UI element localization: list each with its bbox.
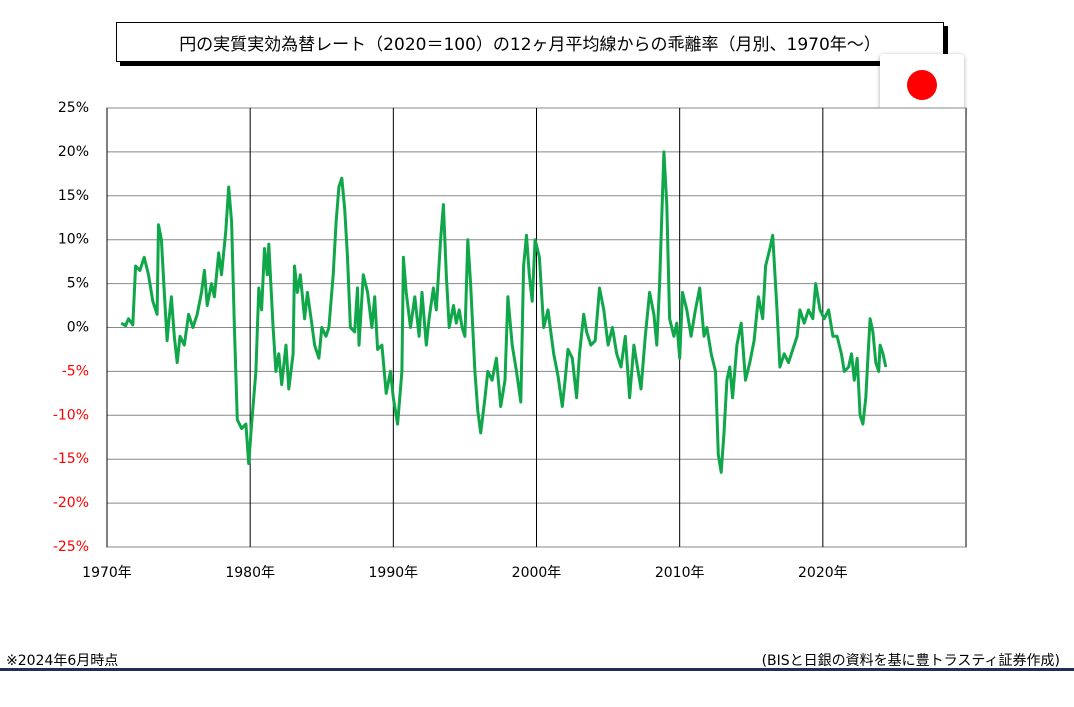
y-tick-label: -10% [53, 407, 89, 423]
chart-title: 円の実質実効為替レート（2020＝100）の12ヶ月平均線からの乖離率（月別、1… [116, 22, 944, 62]
y-tick-label: -5% [62, 363, 89, 379]
y-tick-label: 20% [58, 144, 89, 160]
y-tick-label: 5% [67, 276, 89, 292]
note: ※2024年6月時点 [6, 653, 119, 669]
y-tick-label: 25% [58, 100, 89, 116]
y-tick-label: 15% [58, 188, 89, 204]
y-tick-label: -15% [53, 451, 89, 467]
source: (BISと日銀の資料を基に豊トラスティ証券作成) [761, 653, 1060, 669]
x-tick-label: 2020年 [798, 565, 848, 581]
x-tick-label: 2010年 [655, 565, 705, 581]
y-tick-label: -20% [53, 495, 89, 511]
x-tick-label: 1970年 [82, 565, 132, 581]
y-tick-label: -25% [53, 539, 89, 555]
y-tick-label: 10% [58, 232, 89, 248]
y-tick-label: 0% [67, 320, 89, 336]
flag-icon [880, 54, 964, 116]
footer-rule [0, 668, 1074, 671]
x-tick-label: 1980年 [225, 565, 275, 581]
x-tick-label: 1990年 [369, 565, 419, 581]
data-line [120, 150, 888, 474]
x-tick-label: 2000年 [512, 565, 562, 581]
flag-circle [907, 70, 937, 100]
